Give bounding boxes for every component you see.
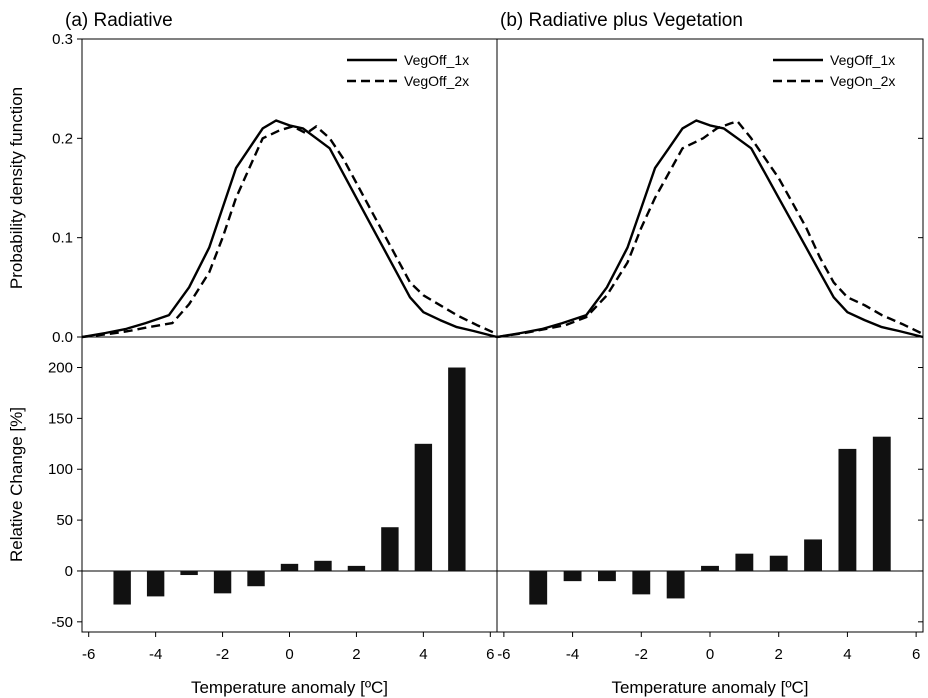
panel-title: (a) Radiative [65,10,173,31]
series-line-VegOn_2x [496,120,924,339]
bar [632,570,651,595]
x-tick-label: -4 [566,646,579,663]
bar [872,436,891,571]
x-tick-label: 6 [486,646,494,663]
series-line-VegOff_2x [81,125,498,339]
x-tick-label: -6 [82,646,95,663]
chart-labels: 0.0 0.1 0.2 0.3(a) Radiative Probability den… [7,10,920,697]
bar [146,570,165,597]
x-axis-label: Temperature anomaly [ºC] [191,678,388,697]
bar [381,527,399,571]
bar [735,553,754,571]
y-tick-label: 0.0 [52,329,73,346]
legend-entry: VegOff_2x [404,73,469,89]
x-tick-label: -4 [149,646,162,663]
bar [414,443,433,571]
bar [180,570,198,576]
legend-entry: VegOff_1x [404,52,469,68]
x-tick-label: 0 [706,646,714,663]
panel-title: (b) Radiative plus Vegetation [500,10,743,31]
x-tick-label: -2 [216,646,229,663]
series-line-VegOff_1x [81,119,498,339]
legend-entry: VegOff_1x [830,52,895,68]
bar [113,570,131,605]
bar [247,570,265,587]
x-tick-label: 4 [843,646,851,663]
y-tick-label: 0.3 [52,31,73,48]
y-tick-label: 200 [48,360,73,377]
panel-frame [81,336,498,633]
legend-entry: VegOn_2x [830,73,895,89]
y-tick-label: 150 [48,410,73,427]
y-axis-label: Probability density function [7,87,26,289]
bar [838,448,857,571]
y-tick-label: -50 [51,614,73,631]
bar [347,565,366,571]
bar [598,570,616,582]
bar [529,570,548,605]
x-tick-label: 6 [912,646,920,663]
y-tick-label: 0.1 [52,230,73,247]
bar [769,555,788,571]
panel-frames [77,38,924,637]
bar [314,560,332,571]
bar [804,539,822,571]
bar [280,563,299,571]
x-tick-label: 4 [419,646,427,663]
y-tick-label: 0.2 [52,130,73,147]
bar [666,570,685,599]
y-axis-label: Relative Change [%] [7,407,26,562]
bar [701,565,719,571]
x-axis-label: Temperature anomaly [ºC] [611,678,808,697]
y-tick-label: 0 [65,563,73,580]
x-tick-label: 2 [352,646,360,663]
chart-marks [81,58,924,605]
y-tick-label: 50 [56,512,73,529]
series-line-VegOff_1x [496,119,924,339]
bar [213,570,232,594]
y-tick-label: 100 [48,461,73,478]
panel-frame [496,336,924,633]
bar [563,570,582,582]
x-tick-label: 2 [775,646,783,663]
x-tick-label: 0 [285,646,293,663]
x-tick-label: -6 [497,646,510,663]
bar [448,367,466,571]
x-tick-label: -2 [635,646,648,663]
